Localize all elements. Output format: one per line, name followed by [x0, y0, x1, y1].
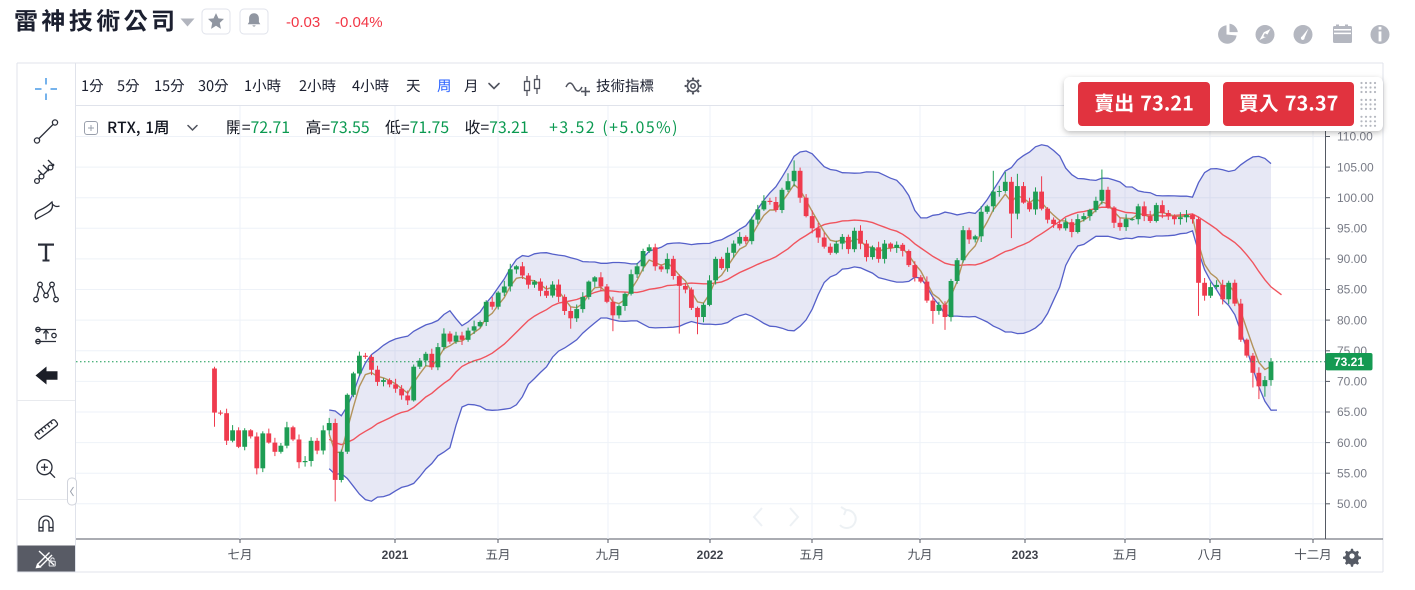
- svg-text:90.00: 90.00: [1337, 252, 1367, 266]
- svg-text:55.00: 55.00: [1337, 466, 1367, 480]
- svg-text:85.00: 85.00: [1337, 283, 1367, 297]
- svg-text:2022: 2022: [697, 548, 724, 562]
- svg-text:2023: 2023: [1012, 548, 1039, 562]
- svg-text:100.00: 100.00: [1337, 191, 1374, 205]
- svg-text:70.00: 70.00: [1337, 375, 1367, 389]
- svg-text:2021: 2021: [382, 548, 409, 562]
- svg-text:65.00: 65.00: [1337, 405, 1367, 419]
- svg-text:-0.03: -0.03: [286, 14, 320, 31]
- svg-text:50.00: 50.00: [1337, 497, 1367, 511]
- svg-text:110.00: 110.00: [1337, 130, 1373, 144]
- svg-text:105.00: 105.00: [1337, 160, 1374, 174]
- svg-text:80.00: 80.00: [1337, 313, 1367, 327]
- svg-text:60.00: 60.00: [1337, 436, 1367, 450]
- svg-text:73.21: 73.21: [1334, 355, 1364, 369]
- svg-text:95.00: 95.00: [1337, 222, 1367, 236]
- svg-text:-0.04%: -0.04%: [335, 14, 383, 31]
